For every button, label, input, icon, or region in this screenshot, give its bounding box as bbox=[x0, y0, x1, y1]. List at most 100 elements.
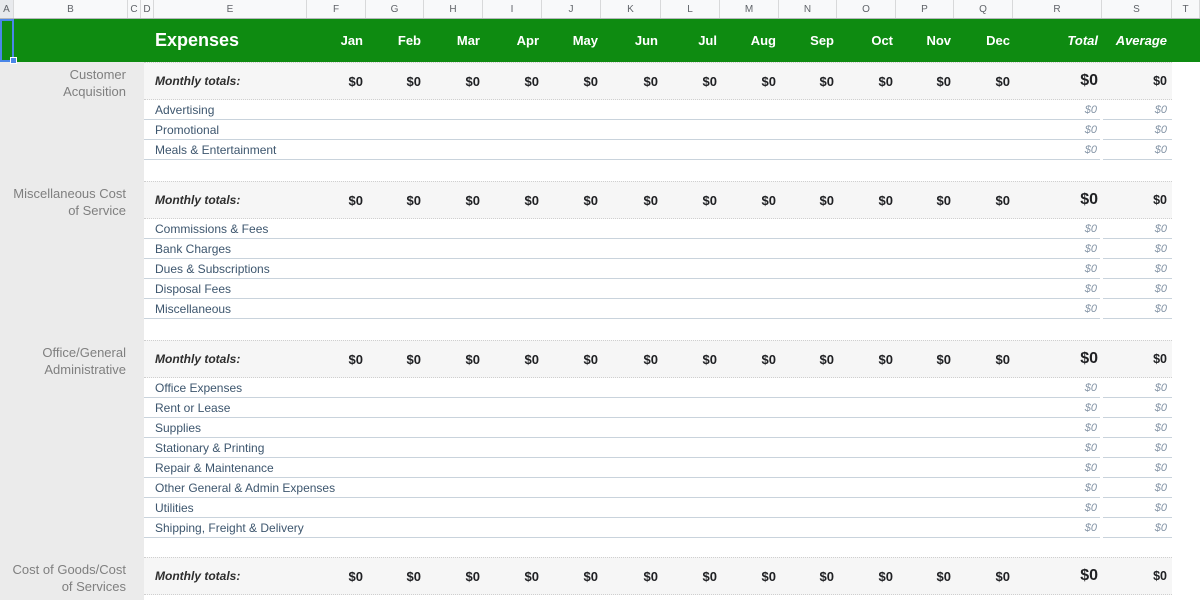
item-label[interactable]: Commissions & Fees bbox=[155, 222, 269, 236]
group-label-office-general-administrative[interactable]: Office/General Administrative bbox=[42, 345, 126, 377]
item-total-value[interactable]: $0 bbox=[1084, 462, 1097, 474]
month-header-jun[interactable]: Jun bbox=[634, 33, 658, 48]
item-row-disposal-fees[interactable]: Disposal Fees $0 $0 bbox=[144, 279, 1172, 299]
column-header-a[interactable]: A bbox=[0, 0, 14, 18]
monthly-total-jan[interactable]: $0 bbox=[348, 568, 363, 584]
item-row-miscellaneous[interactable]: Miscellaneous $0 $0 bbox=[144, 299, 1172, 319]
item-label[interactable]: Supplies bbox=[155, 421, 202, 435]
monthly-total-feb[interactable]: $0 bbox=[406, 192, 421, 208]
monthly-total-jul[interactable]: $0 bbox=[702, 568, 717, 584]
column-header-b[interactable]: B bbox=[14, 0, 128, 18]
monthly-total-jul[interactable]: $0 bbox=[702, 351, 717, 367]
monthly-total-year[interactable]: $0 bbox=[1080, 350, 1098, 367]
monthly-total-jul[interactable]: $0 bbox=[702, 73, 717, 89]
item-total-value[interactable]: $0 bbox=[1084, 124, 1097, 136]
monthly-total-oct[interactable]: $0 bbox=[878, 351, 893, 367]
item-average-value[interactable]: $0 bbox=[1154, 263, 1167, 275]
item-row-utilities[interactable]: Utilities $0 $0 bbox=[144, 498, 1172, 518]
month-header-nov[interactable]: Nov bbox=[926, 33, 951, 48]
monthly-total-mar[interactable]: $0 bbox=[465, 568, 480, 584]
group-label-customer-acquisition[interactable]: Customer Acquisition bbox=[63, 67, 126, 99]
monthly-total-jun[interactable]: $0 bbox=[643, 192, 658, 208]
month-header-aug[interactable]: Aug bbox=[750, 33, 776, 48]
item-total-value[interactable]: $0 bbox=[1084, 502, 1097, 514]
monthly-total-apr[interactable]: $0 bbox=[524, 351, 539, 367]
sheet-title[interactable]: Expenses bbox=[155, 30, 240, 50]
item-label[interactable]: Repair & Maintenance bbox=[155, 461, 274, 475]
column-header-r[interactable]: R bbox=[1013, 0, 1102, 18]
item-row-office-expenses[interactable]: Office Expenses $0 $0 bbox=[144, 378, 1172, 398]
monthly-total-oct[interactable]: $0 bbox=[878, 568, 893, 584]
monthly-total-jun[interactable]: $0 bbox=[643, 351, 658, 367]
monthly-total-sep[interactable]: $0 bbox=[819, 351, 834, 367]
column-header-n[interactable]: N bbox=[779, 0, 837, 18]
column-header-c[interactable]: C bbox=[128, 0, 141, 18]
monthly-total-dec[interactable]: $0 bbox=[995, 351, 1010, 367]
month-header-oct[interactable]: Oct bbox=[871, 33, 893, 48]
item-row-supplies[interactable]: Supplies $0 $0 bbox=[144, 418, 1172, 438]
item-label[interactable]: Rent or Lease bbox=[155, 401, 231, 415]
item-average-value[interactable]: $0 bbox=[1154, 422, 1167, 434]
monthly-total-nov[interactable]: $0 bbox=[936, 568, 951, 584]
monthly-total-dec[interactable]: $0 bbox=[995, 192, 1010, 208]
monthly-total-feb[interactable]: $0 bbox=[406, 73, 421, 89]
column-header-i[interactable]: I bbox=[483, 0, 542, 18]
monthly-total-sep[interactable]: $0 bbox=[819, 568, 834, 584]
column-header-e[interactable]: E bbox=[154, 0, 307, 18]
column-header-p[interactable]: P bbox=[896, 0, 954, 18]
item-total-value[interactable]: $0 bbox=[1084, 104, 1097, 116]
item-total-value[interactable]: $0 bbox=[1084, 223, 1097, 235]
item-average-value[interactable]: $0 bbox=[1154, 124, 1167, 136]
column-header-l[interactable]: L bbox=[661, 0, 720, 18]
month-header-may[interactable]: May bbox=[572, 33, 598, 48]
monthly-total-feb[interactable]: $0 bbox=[406, 568, 421, 584]
item-total-value[interactable]: $0 bbox=[1084, 442, 1097, 454]
month-header-jan[interactable]: Jan bbox=[340, 33, 363, 48]
monthly-total-mar[interactable]: $0 bbox=[465, 192, 480, 208]
item-average-value[interactable]: $0 bbox=[1154, 502, 1167, 514]
item-average-value[interactable]: $0 bbox=[1154, 104, 1167, 116]
item-label[interactable]: Utilities bbox=[155, 501, 194, 515]
monthly-total-year[interactable]: $0 bbox=[1080, 72, 1098, 89]
item-row-dues-subscriptions[interactable]: Dues & Subscriptions $0 $0 bbox=[144, 259, 1172, 279]
monthly-total-jun[interactable]: $0 bbox=[643, 73, 658, 89]
monthly-total-aug[interactable]: $0 bbox=[761, 73, 776, 89]
monthly-total-average[interactable]: $0 bbox=[1153, 193, 1167, 207]
item-average-value[interactable]: $0 bbox=[1154, 522, 1167, 534]
monthly-total-aug[interactable]: $0 bbox=[761, 192, 776, 208]
item-total-value[interactable]: $0 bbox=[1084, 402, 1097, 414]
monthly-total-jul[interactable]: $0 bbox=[702, 192, 717, 208]
item-average-value[interactable]: $0 bbox=[1154, 144, 1167, 156]
column-header-j[interactable]: J bbox=[542, 0, 601, 18]
item-average-value[interactable]: $0 bbox=[1154, 442, 1167, 454]
group-label-cost-of-goods-cost-of-services[interactable]: Cost of Goods/Cost of Services bbox=[12, 562, 126, 594]
column-header-m[interactable]: M bbox=[720, 0, 779, 18]
monthly-total-nov[interactable]: $0 bbox=[936, 73, 951, 89]
month-header-sep[interactable]: Sep bbox=[810, 33, 834, 48]
monthly-total-average[interactable]: $0 bbox=[1153, 569, 1167, 583]
item-label[interactable]: Bank Charges bbox=[155, 242, 232, 256]
item-row-rent-or-lease[interactable]: Rent or Lease $0 $0 bbox=[144, 398, 1172, 418]
group-label-miscellaneous-cost-of-service[interactable]: Miscellaneous Cost of Service bbox=[13, 186, 126, 218]
month-header-apr[interactable]: Apr bbox=[516, 33, 539, 48]
item-label[interactable]: Shipping, Freight & Delivery bbox=[155, 521, 304, 535]
item-label[interactable]: Miscellaneous bbox=[155, 302, 232, 316]
item-row-advertising[interactable]: Advertising $0 $0 bbox=[144, 100, 1172, 120]
monthly-total-jun[interactable]: $0 bbox=[643, 568, 658, 584]
monthly-total-may[interactable]: $0 bbox=[583, 73, 598, 89]
item-total-value[interactable]: $0 bbox=[1084, 144, 1097, 156]
monthly-totals-label[interactable]: Monthly totals: bbox=[155, 569, 241, 583]
average-header[interactable]: Average bbox=[1115, 33, 1167, 48]
item-label[interactable]: Stationary & Printing bbox=[155, 441, 265, 455]
monthly-total-oct[interactable]: $0 bbox=[878, 73, 893, 89]
item-total-value[interactable]: $0 bbox=[1084, 522, 1097, 534]
item-row-other-general-admin-expenses[interactable]: Other General & Admin Expenses $0 $0 bbox=[144, 478, 1172, 498]
item-row-shipping-freight-delivery[interactable]: Shipping, Freight & Delivery $0 $0 bbox=[144, 518, 1172, 538]
monthly-total-average[interactable]: $0 bbox=[1153, 352, 1167, 366]
monthly-total-mar[interactable]: $0 bbox=[465, 73, 480, 89]
item-average-value[interactable]: $0 bbox=[1154, 283, 1167, 295]
column-header-d[interactable]: D bbox=[141, 0, 154, 18]
item-total-value[interactable]: $0 bbox=[1084, 482, 1097, 494]
monthly-total-dec[interactable]: $0 bbox=[995, 568, 1010, 584]
monthly-total-jan[interactable]: $0 bbox=[348, 351, 363, 367]
